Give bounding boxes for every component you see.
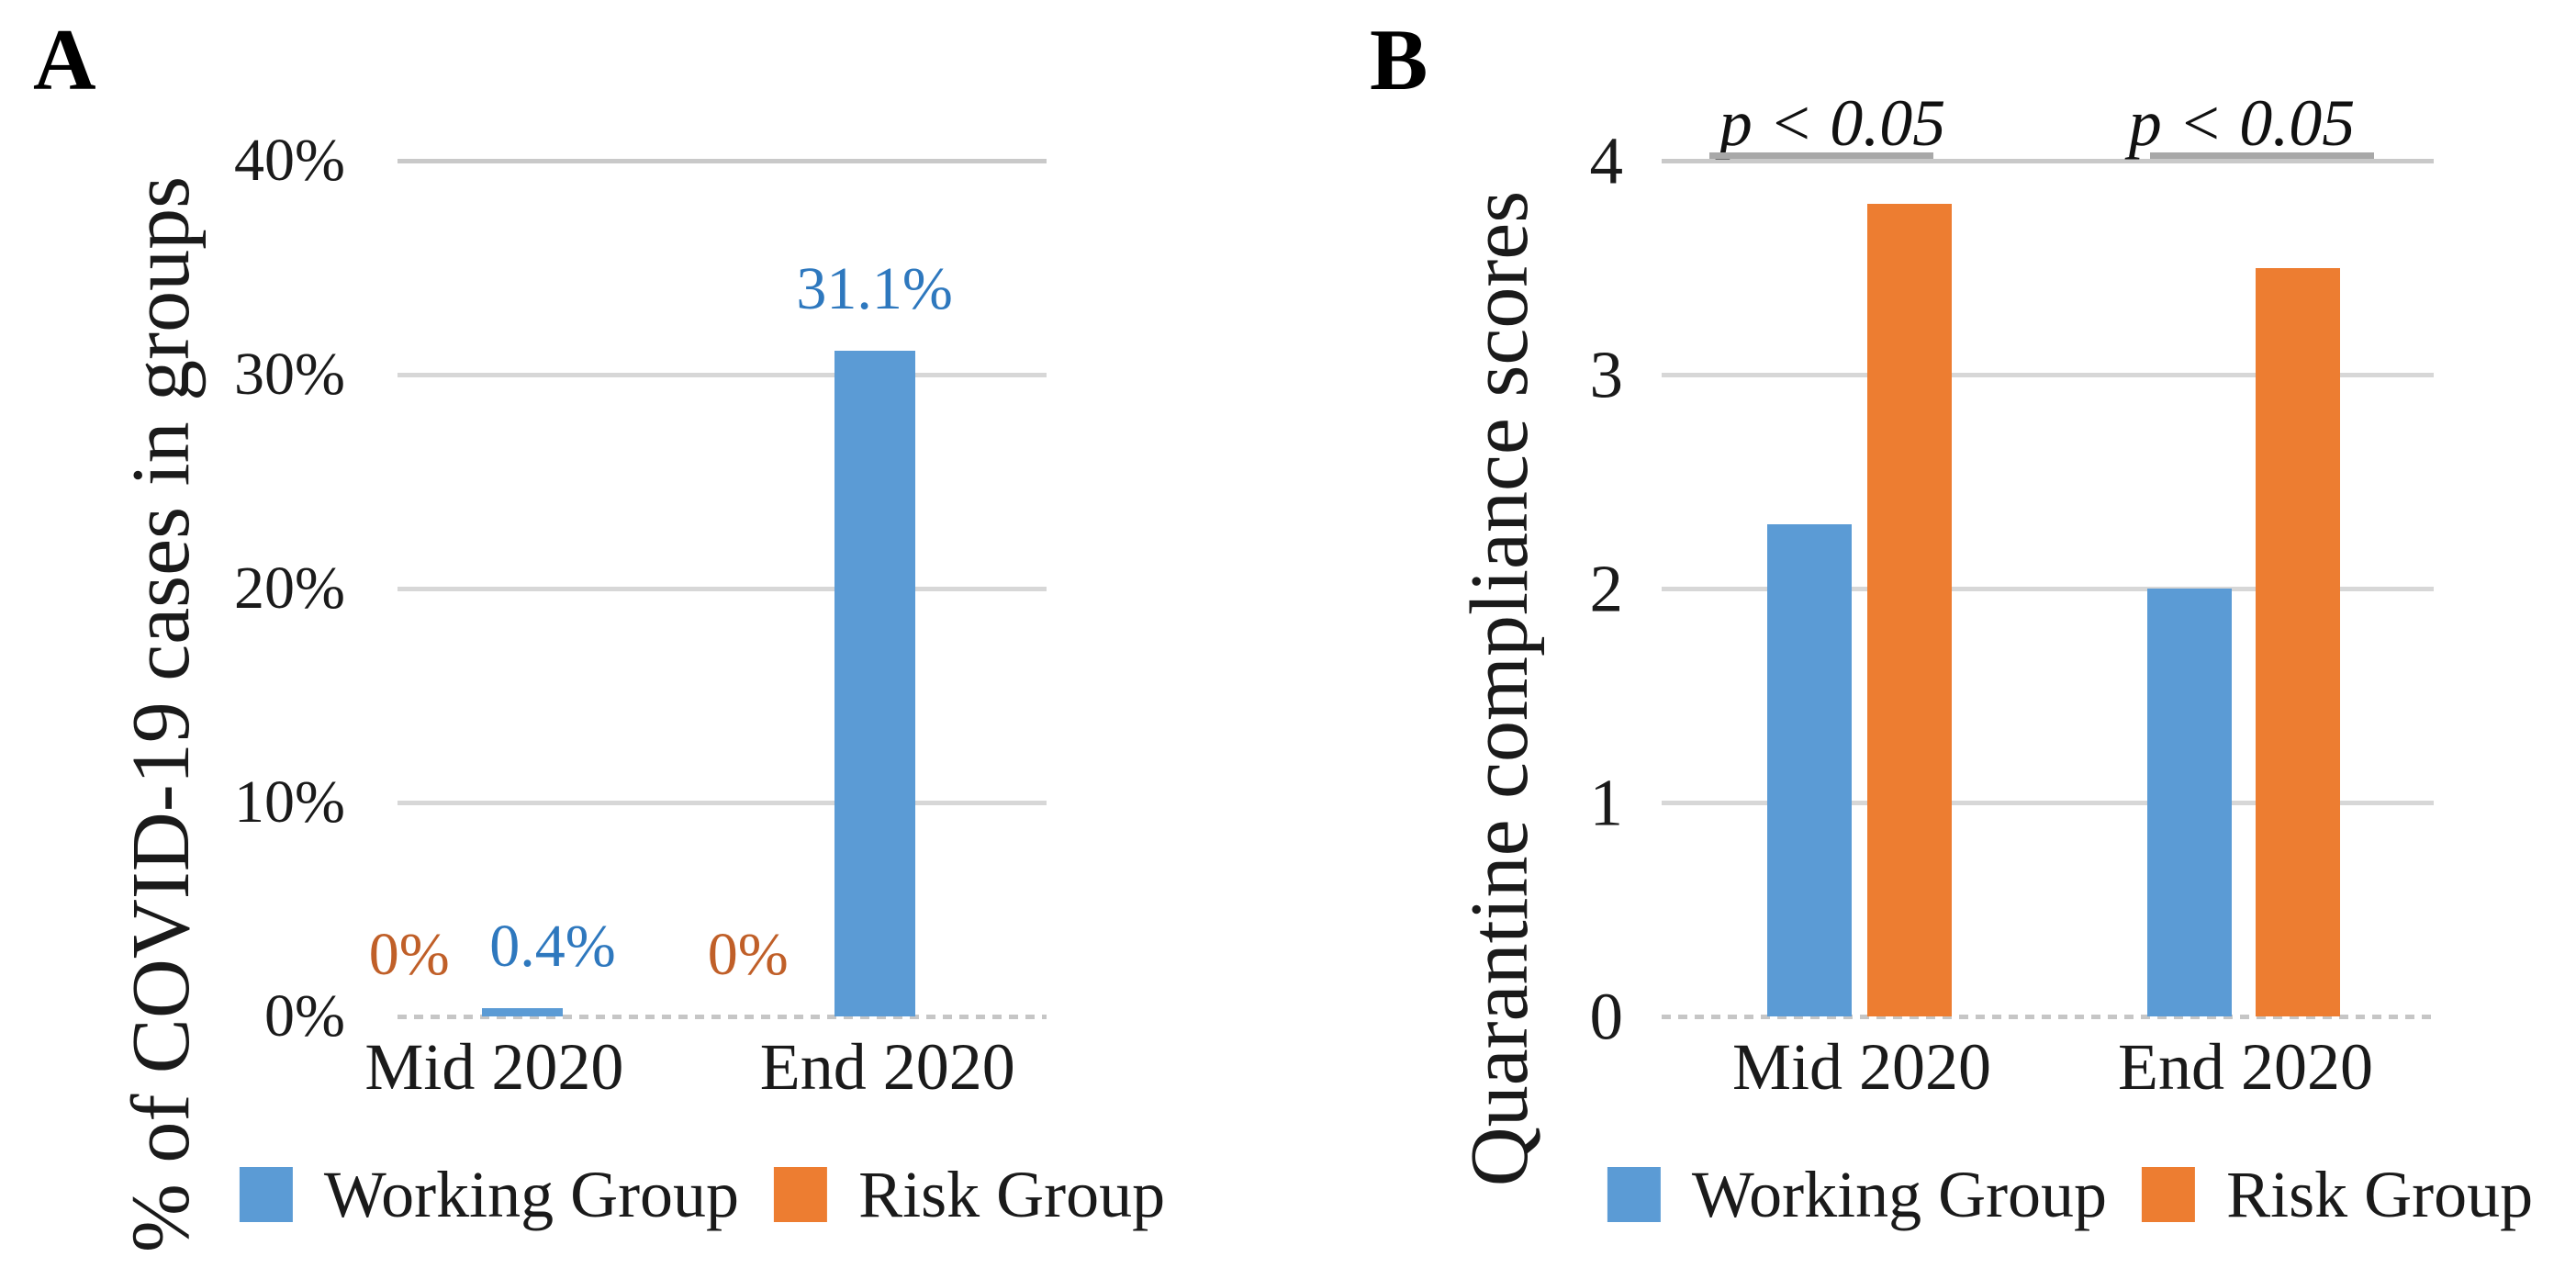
x-category-label-end-2020: End 2020 xyxy=(2117,1030,2373,1104)
legend-swatch-risk-group xyxy=(2142,1167,2196,1222)
bar-working-group-mid-2020 xyxy=(481,1007,563,1016)
panel-a-legend: Working Group Risk Group xyxy=(239,1158,1165,1231)
legend-item-risk-group: Risk Group xyxy=(774,1161,1165,1228)
y-tick-label-30-: 30% xyxy=(234,341,345,408)
gridline-40- xyxy=(398,159,1047,163)
legend-swatch-risk-group xyxy=(774,1167,828,1222)
legend-item-risk-group: Risk Group xyxy=(2142,1161,2533,1228)
y-tick-label-1: 1 xyxy=(1589,765,1624,840)
gridline-30- xyxy=(398,373,1047,377)
x-category-label-end-2020: End 2020 xyxy=(759,1030,1015,1104)
legend-swatch-working-group xyxy=(1607,1167,1661,1222)
y-tick-label-3: 3 xyxy=(1589,337,1624,412)
panel-b-y-axis-title: Quarantine compliance scores xyxy=(1454,190,1545,1187)
panel-b-letter: B xyxy=(1370,11,1428,108)
panel-a-y-axis-title: % of COVID-19 cases in groups xyxy=(116,175,207,1253)
data-label-working-group-end-2020: 31.1% xyxy=(796,255,953,323)
y-tick-label-10-: 10% xyxy=(234,769,345,836)
data-label-risk-group-end-2020: 0% xyxy=(707,921,789,988)
significance-text-mid-2020: p < 0.05 xyxy=(1719,86,1946,160)
gridline-0- xyxy=(398,1015,1047,1019)
legend-label-working-group: Working Group xyxy=(323,1158,740,1231)
data-label-working-group-mid-2020: 0.4% xyxy=(489,912,616,980)
y-tick-label-20-: 20% xyxy=(234,555,345,622)
y-tick-label-0: 0 xyxy=(1589,979,1624,1054)
gridline-3 xyxy=(1662,373,2434,377)
y-tick-label-40-: 40% xyxy=(234,127,345,194)
legend-item-working-group: Working Group xyxy=(1607,1161,2107,1228)
legend-item-working-group: Working Group xyxy=(239,1158,740,1231)
legend-label-working-group: Working Group xyxy=(1691,1158,2108,1231)
legend-label-risk-group: Risk Group xyxy=(2226,1158,2534,1231)
gridline-4 xyxy=(1662,159,2434,163)
bar-risk-group-mid-2020 xyxy=(1866,203,1952,1016)
panel-a-letter: A xyxy=(33,11,96,108)
y-tick-label-0-: 0% xyxy=(264,982,345,1049)
significance-bar-end-2020 xyxy=(2150,152,2374,159)
legend-swatch-working-group xyxy=(239,1167,293,1222)
bar-working-group-end-2020 xyxy=(834,351,915,1016)
legend-label-risk-group: Risk Group xyxy=(858,1158,1166,1231)
gridline-1 xyxy=(1662,801,2434,805)
gridline-0 xyxy=(1662,1015,2434,1019)
x-category-label-mid-2020: Mid 2020 xyxy=(364,1030,624,1104)
gridline-10- xyxy=(398,801,1047,805)
significance-text-end-2020: p < 0.05 xyxy=(2128,86,2356,160)
gridline-2 xyxy=(1662,587,2434,591)
y-tick-label-4: 4 xyxy=(1589,123,1624,198)
bar-working-group-end-2020 xyxy=(2146,589,2232,1016)
panel-b-legend: Working Group Risk Group xyxy=(1607,1161,2533,1228)
significance-bar-mid-2020 xyxy=(1708,152,1934,159)
x-category-label-mid-2020: Mid 2020 xyxy=(1731,1030,1991,1104)
gridline-20- xyxy=(398,587,1047,591)
y-tick-label-2: 2 xyxy=(1589,551,1624,626)
bar-working-group-mid-2020 xyxy=(1766,524,1852,1016)
data-label-risk-group-mid-2020: 0% xyxy=(368,921,450,988)
bar-risk-group-end-2020 xyxy=(2255,267,2340,1016)
